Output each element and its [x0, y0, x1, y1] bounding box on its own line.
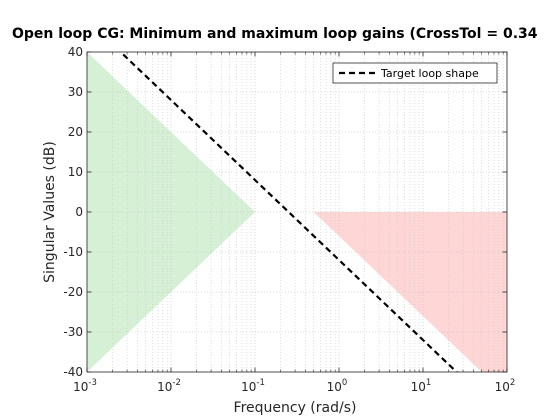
y-tick-label: -20: [63, 285, 83, 299]
y-tick-label: -30: [63, 325, 83, 339]
x-tick-label: 102: [495, 378, 516, 394]
legend: Target loop shape: [332, 62, 498, 84]
y-axis-label: Singular Values (dB): [42, 141, 58, 283]
x-tick-label: 10-3: [73, 378, 97, 394]
legend-label: Target loop shape: [380, 67, 479, 80]
y-tick-label: -10: [63, 245, 83, 259]
y-tick-label: 40: [68, 45, 83, 59]
x-tick-label: 100: [327, 378, 348, 394]
y-tick-label: 20: [68, 125, 83, 139]
plot-area: 10-3 10-2 10-1 100 101 102 -40 -30 -20 -10 0 10 20 30…: [63, 45, 516, 394]
x-tick-label: 10-2: [157, 378, 181, 394]
legend-box: [332, 62, 498, 84]
series-line: [119, 52, 459, 372]
max-gain-region: [313, 212, 507, 372]
x-axis-label: Frequency (rad/s): [234, 400, 357, 416]
x-tick-label: 101: [411, 378, 432, 394]
y-tick-label: 0: [75, 205, 83, 219]
y-tick-label: -40: [63, 365, 83, 379]
y-tick-label: 30: [68, 85, 83, 99]
y-tick-label: 10: [68, 165, 83, 179]
x-tick-label: 10-1: [241, 378, 265, 394]
chart-title: Open loop CG: Minimum and maximum loop g…: [12, 26, 538, 42]
